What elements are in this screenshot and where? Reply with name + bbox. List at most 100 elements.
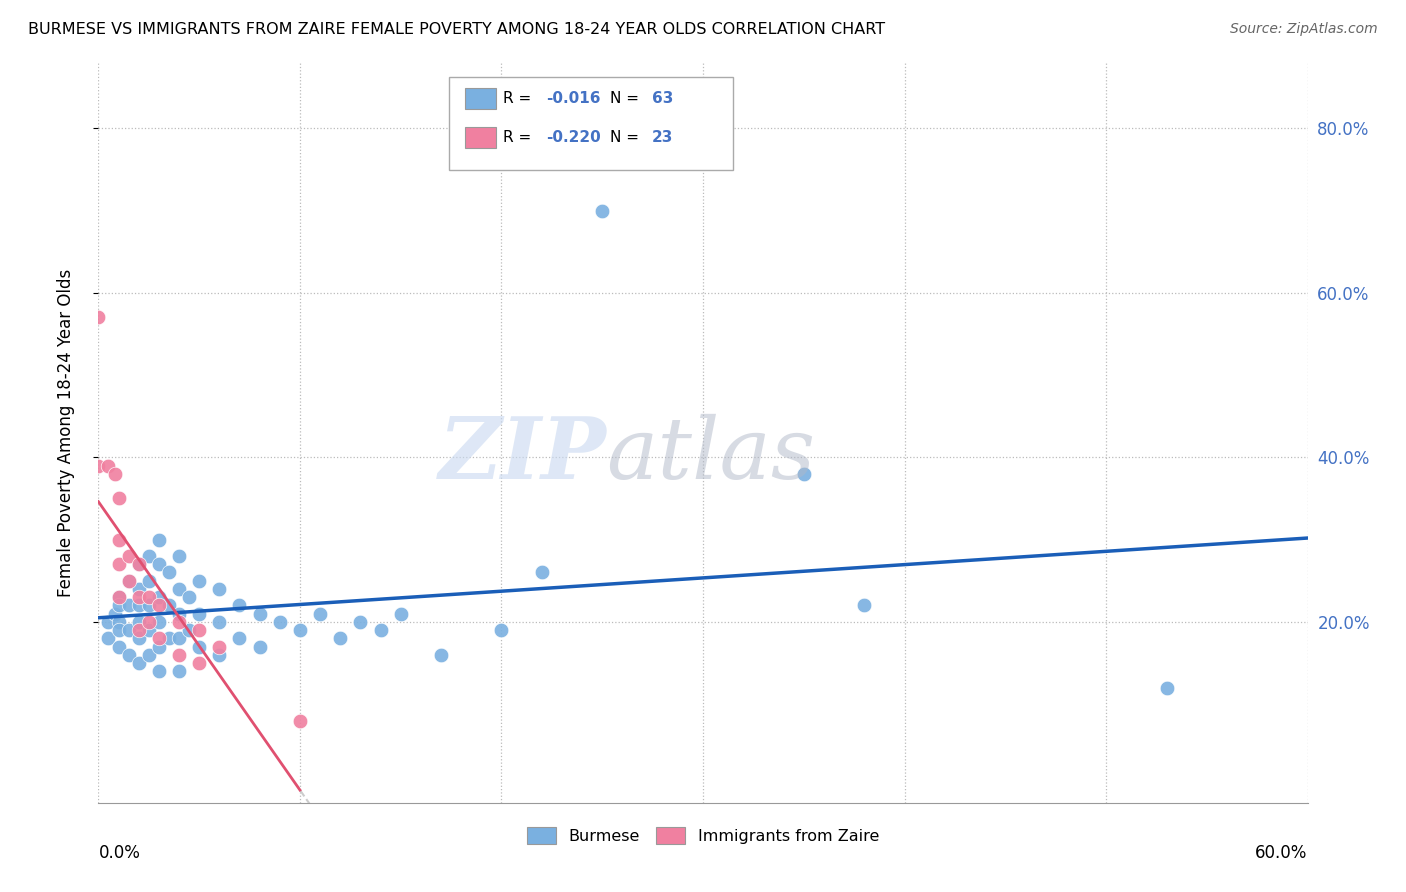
- Point: [103, 607, 125, 621]
- Point: [128, 615, 150, 629]
- Point: [118, 599, 141, 613]
- Point: [138, 599, 160, 613]
- Point: [188, 607, 211, 621]
- Point: [148, 590, 170, 604]
- Point: [107, 533, 129, 547]
- Point: [249, 640, 271, 654]
- Point: [128, 623, 150, 637]
- Point: [167, 648, 190, 662]
- Legend: Burmese, Immigrants from Zaire: Burmese, Immigrants from Zaire: [520, 821, 886, 850]
- Text: BURMESE VS IMMIGRANTS FROM ZAIRE FEMALE POVERTY AMONG 18-24 YEAR OLDS CORRELATIO: BURMESE VS IMMIGRANTS FROM ZAIRE FEMALE …: [28, 22, 886, 37]
- Point: [167, 582, 190, 596]
- Point: [103, 467, 125, 481]
- Point: [228, 632, 250, 646]
- FancyBboxPatch shape: [465, 127, 496, 147]
- Point: [148, 664, 170, 678]
- Point: [128, 656, 150, 670]
- Point: [179, 623, 201, 637]
- Point: [128, 599, 150, 613]
- Point: [148, 558, 170, 572]
- Text: -0.220: -0.220: [546, 129, 600, 145]
- Text: 60.0%: 60.0%: [1256, 845, 1308, 863]
- Point: [309, 607, 332, 621]
- Text: -0.016: -0.016: [546, 91, 600, 106]
- Point: [97, 632, 120, 646]
- Point: [853, 599, 876, 613]
- Point: [349, 615, 371, 629]
- Point: [793, 467, 815, 481]
- Point: [370, 623, 392, 637]
- Text: ZIP: ZIP: [439, 413, 606, 497]
- Text: Source: ZipAtlas.com: Source: ZipAtlas.com: [1230, 22, 1378, 37]
- Point: [188, 623, 211, 637]
- Point: [389, 607, 412, 621]
- Point: [118, 623, 141, 637]
- Point: [157, 632, 180, 646]
- Point: [179, 590, 201, 604]
- Point: [138, 648, 160, 662]
- Point: [128, 590, 150, 604]
- Text: R =: R =: [503, 91, 537, 106]
- Point: [107, 590, 129, 604]
- Point: [329, 632, 352, 646]
- Point: [148, 533, 170, 547]
- Point: [107, 615, 129, 629]
- Point: [530, 566, 553, 580]
- Text: R =: R =: [503, 129, 537, 145]
- Point: [430, 648, 453, 662]
- Point: [107, 599, 129, 613]
- Point: [148, 615, 170, 629]
- Point: [128, 558, 150, 572]
- Point: [87, 310, 110, 325]
- Point: [208, 648, 231, 662]
- Point: [118, 549, 141, 563]
- Point: [167, 615, 190, 629]
- Point: [288, 623, 311, 637]
- Text: atlas: atlas: [606, 414, 815, 496]
- Point: [167, 607, 190, 621]
- Y-axis label: Female Poverty Among 18-24 Year Olds: Female Poverty Among 18-24 Year Olds: [56, 268, 75, 597]
- FancyBboxPatch shape: [449, 78, 734, 169]
- FancyBboxPatch shape: [465, 88, 496, 109]
- Point: [269, 615, 291, 629]
- Text: N =: N =: [610, 91, 644, 106]
- Text: 23: 23: [652, 129, 673, 145]
- Point: [118, 574, 141, 588]
- Point: [591, 203, 613, 218]
- Point: [167, 664, 190, 678]
- Point: [188, 640, 211, 654]
- Point: [107, 640, 129, 654]
- Point: [97, 458, 120, 473]
- Point: [167, 632, 190, 646]
- Point: [148, 640, 170, 654]
- Point: [107, 491, 129, 506]
- Point: [97, 615, 120, 629]
- Text: N =: N =: [610, 129, 644, 145]
- Point: [167, 549, 190, 563]
- Point: [87, 458, 110, 473]
- Point: [491, 623, 513, 637]
- Point: [138, 574, 160, 588]
- Point: [188, 656, 211, 670]
- Point: [208, 640, 231, 654]
- Point: [138, 623, 160, 637]
- Point: [288, 714, 311, 728]
- Point: [157, 566, 180, 580]
- Text: 0.0%: 0.0%: [98, 845, 141, 863]
- Point: [128, 582, 150, 596]
- Point: [249, 607, 271, 621]
- Point: [128, 632, 150, 646]
- Point: [107, 590, 129, 604]
- Point: [138, 615, 160, 629]
- Point: [138, 549, 160, 563]
- Point: [188, 574, 211, 588]
- Point: [138, 590, 160, 604]
- Point: [148, 632, 170, 646]
- Text: 63: 63: [652, 91, 673, 106]
- Point: [128, 558, 150, 572]
- Point: [118, 574, 141, 588]
- Point: [208, 615, 231, 629]
- Point: [107, 623, 129, 637]
- Point: [208, 582, 231, 596]
- Point: [148, 599, 170, 613]
